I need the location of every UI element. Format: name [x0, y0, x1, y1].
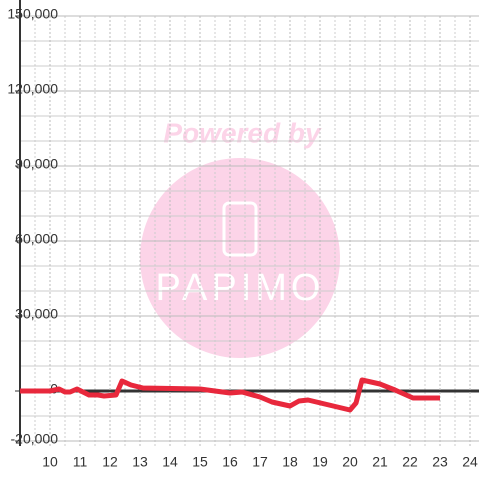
watermark-icon	[222, 201, 258, 257]
x-tick-label: 13	[132, 454, 148, 470]
x-tick-label: 15	[192, 454, 208, 470]
y-tick-label: -20,000	[11, 431, 59, 447]
x-tick-label: 24	[462, 454, 478, 470]
x-tick-label: 21	[372, 454, 388, 470]
y-tick-label: 120,000	[7, 81, 58, 97]
x-tick-label: 12	[102, 454, 118, 470]
x-tick-label: 14	[162, 454, 178, 470]
plot	[20, 377, 440, 413]
watermark-title: Powered by	[163, 117, 322, 148]
watermark-brand: PAPIMO	[156, 267, 325, 309]
x-tick-label: 17	[252, 454, 268, 470]
x-tick-label: 22	[402, 454, 418, 470]
x-tick-label: 19	[312, 454, 328, 470]
x-tick-label: 10	[42, 454, 58, 470]
x-tick-label: 18	[282, 454, 298, 470]
y-tick-label: 30,000	[15, 306, 58, 322]
x-tick-label: 20	[342, 454, 358, 470]
x-tick-label: 23	[432, 454, 448, 470]
x-tick-label: 16	[222, 454, 238, 470]
y-tick-label: 150,000	[7, 6, 58, 22]
x-tick-label: 11	[73, 454, 88, 470]
y-tick-label: 90,000	[15, 156, 58, 172]
line	[20, 377, 440, 413]
grid: -20,000030,00060,00090,000120,000150,000…	[7, 0, 479, 470]
y-tick-label: 60,000	[15, 231, 58, 247]
